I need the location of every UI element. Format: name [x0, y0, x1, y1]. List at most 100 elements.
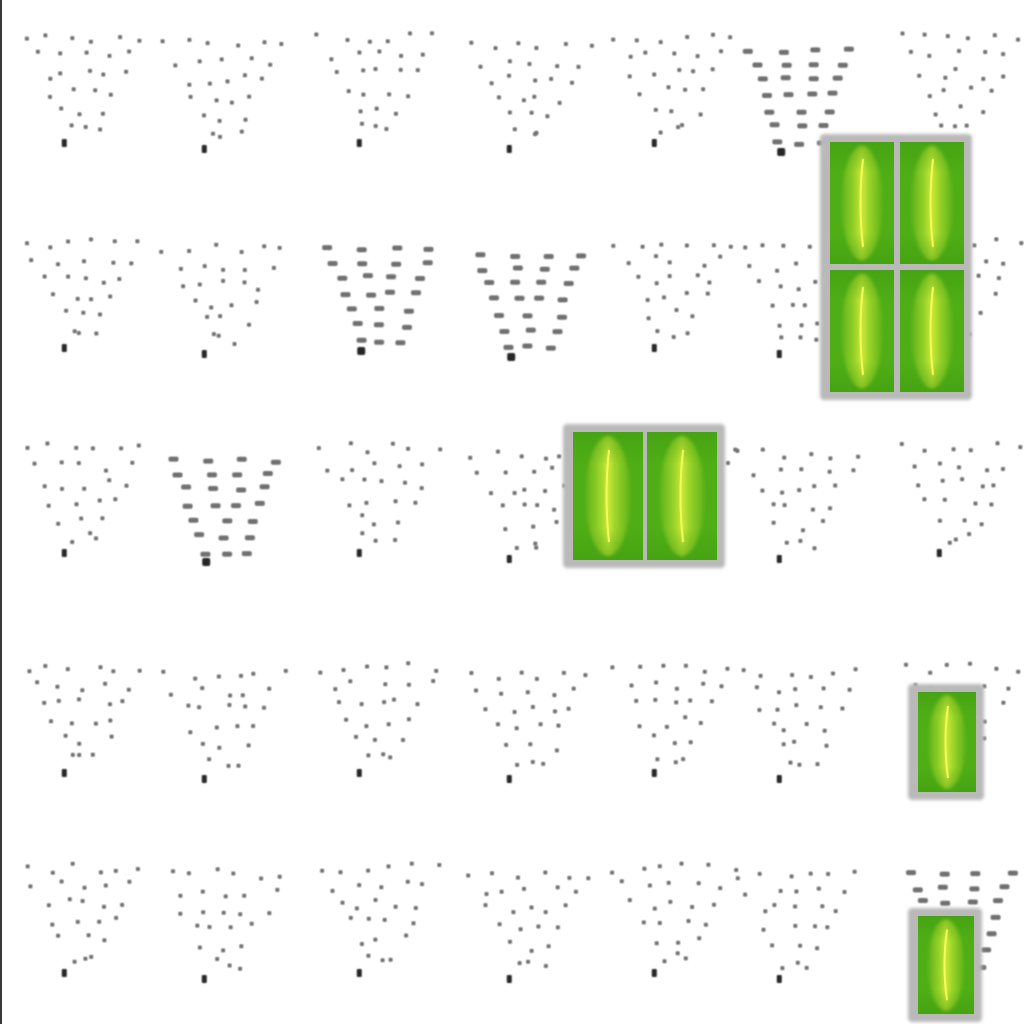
plot-r5-c3-seed-dot-cluster[interactable] [312, 852, 442, 982]
plot-r1-c7-seed-dot-cluster[interactable] [892, 22, 1020, 152]
plot-hit-area[interactable] [462, 28, 587, 158]
plot-r3-c1-seed-dot-cluster[interactable] [17, 432, 142, 562]
crop-tile[interactable] [900, 142, 964, 264]
seed-dot [431, 679, 436, 683]
seed-dot [812, 484, 817, 489]
plot-hit-area[interactable] [732, 438, 857, 568]
seed-dot [688, 740, 693, 745]
crop-tile[interactable] [900, 270, 964, 392]
plot-r5-c2-seed-dot-cluster[interactable] [157, 858, 282, 988]
seed-dot [406, 94, 411, 99]
seed-dot [217, 118, 222, 123]
crop-tile[interactable] [573, 432, 643, 560]
plot-r4-c4-seed-dot-cluster[interactable] [462, 658, 588, 788]
plot-hit-area[interactable] [892, 22, 1017, 152]
seed-dot [383, 682, 388, 687]
plot-r4-c1-seed-dot-cluster[interactable] [17, 652, 142, 782]
seed-dot [207, 757, 212, 762]
seed-dot [645, 298, 650, 302]
plot-hit-area[interactable] [312, 22, 437, 152]
plot-r4-c3-seed-dot-cluster[interactable] [312, 652, 439, 782]
plot-hit-area[interactable] [157, 233, 282, 363]
seed-dot [627, 74, 632, 79]
plot-r2-c2-seed-dot-cluster[interactable] [157, 233, 282, 363]
seed-dash [563, 281, 574, 286]
plot-hit-area[interactable] [17, 432, 142, 562]
seed-dot [555, 925, 560, 930]
plot-hit-area[interactable] [157, 858, 282, 988]
plot-r5-c5-seed-dot-cluster[interactable] [607, 852, 739, 982]
grown-crop-1x1[interactable] [908, 908, 982, 1022]
crop-tile[interactable] [830, 142, 894, 264]
seed-dot [538, 722, 543, 727]
seed-dot [552, 693, 557, 698]
plot-hit-area[interactable] [462, 658, 587, 788]
crop-tile[interactable] [918, 692, 976, 792]
seed-dot [102, 904, 106, 909]
seed-dot [67, 897, 72, 902]
seed-dot [754, 685, 759, 690]
plot-r3-c4-seed-dot-cluster[interactable] [462, 438, 592, 568]
seed-dot [852, 869, 857, 874]
seed-dash [510, 279, 521, 285]
plot-r3-c7-seed-dot-cluster[interactable] [892, 432, 1023, 562]
seed-dash [218, 535, 229, 541]
crop-tile[interactable] [918, 916, 974, 1014]
plot-r5-c6-seed-dot-cluster[interactable] [732, 858, 857, 988]
grown-crop-1x1[interactable] [908, 684, 984, 800]
plot-hit-area[interactable] [732, 858, 857, 988]
seed-dot [373, 67, 378, 71]
plot-r5-c1-seed-dot-cluster[interactable] [17, 852, 142, 982]
plot-r2-c4-dense-seed-cluster[interactable] [462, 233, 587, 363]
plot-hit-area[interactable] [607, 652, 732, 782]
plot-r1-c1-seed-dot-cluster[interactable] [17, 22, 142, 152]
seed-dot [89, 237, 93, 242]
plot-r3-c6-seed-dot-cluster[interactable] [732, 438, 861, 568]
plot-r4-c2-seed-dot-cluster[interactable] [157, 658, 288, 788]
plot-r2-c5-seed-dot-cluster[interactable] [607, 227, 733, 357]
plot-r1-c4-seed-dot-cluster[interactable] [462, 28, 594, 158]
plot-r1-c6-dense-seed-cluster[interactable] [732, 28, 857, 158]
seed-dot [262, 40, 267, 45]
grown-crop-2x1[interactable] [563, 424, 725, 568]
plot-r3-c2-dense-seed-cluster[interactable] [157, 438, 282, 568]
seed-dot [239, 944, 244, 949]
plot-hit-area[interactable] [607, 852, 732, 982]
plot-hit-area[interactable] [732, 658, 857, 788]
plot-r1-c3-seed-dot-cluster[interactable] [312, 22, 437, 152]
seed-dot [373, 898, 378, 902]
crop-tile[interactable] [647, 432, 717, 560]
plot-hit-area[interactable] [17, 652, 142, 782]
seed-dash [475, 252, 486, 258]
seed-dot [728, 35, 733, 40]
seed-dash [510, 254, 521, 259]
plot-hit-area[interactable] [892, 432, 1017, 562]
seed-dot [1001, 74, 1006, 79]
plot-hit-area[interactable] [17, 852, 142, 982]
seed-dot [377, 49, 382, 54]
plot-r1-c2-seed-dot-cluster[interactable] [157, 28, 284, 158]
plot-r4-c6-seed-dot-cluster[interactable] [732, 658, 858, 788]
plot-r2-c1-seed-dot-cluster[interactable] [17, 227, 142, 357]
plot-hit-area[interactable] [17, 22, 142, 152]
seed-dot-dark [936, 549, 942, 557]
seed-dot [995, 441, 1000, 446]
crop-tile[interactable] [830, 270, 894, 392]
plot-r5-c4-seed-dot-cluster[interactable] [462, 858, 591, 988]
plot-r3-c3-seed-dot-cluster[interactable] [312, 432, 443, 562]
seed-dot [124, 483, 129, 488]
seed-dot [514, 726, 519, 731]
grown-crop-2x2[interactable] [820, 134, 972, 400]
seed-dot [981, 76, 986, 81]
seed-dot [361, 92, 366, 97]
plot-r1-c5-seed-dot-cluster[interactable] [607, 22, 733, 152]
seed-dash [752, 62, 763, 68]
seed-dash [262, 471, 273, 476]
plot-r2-c3-dense-seed-cluster[interactable] [312, 227, 437, 357]
plot-hit-area[interactable] [17, 227, 142, 357]
plot-hit-area[interactable] [312, 852, 437, 982]
seed-dash [207, 472, 217, 478]
seed-dot [275, 887, 280, 892]
plot-hit-area[interactable] [312, 652, 437, 782]
plot-r4-c5-seed-dot-cluster[interactable] [607, 652, 732, 782]
